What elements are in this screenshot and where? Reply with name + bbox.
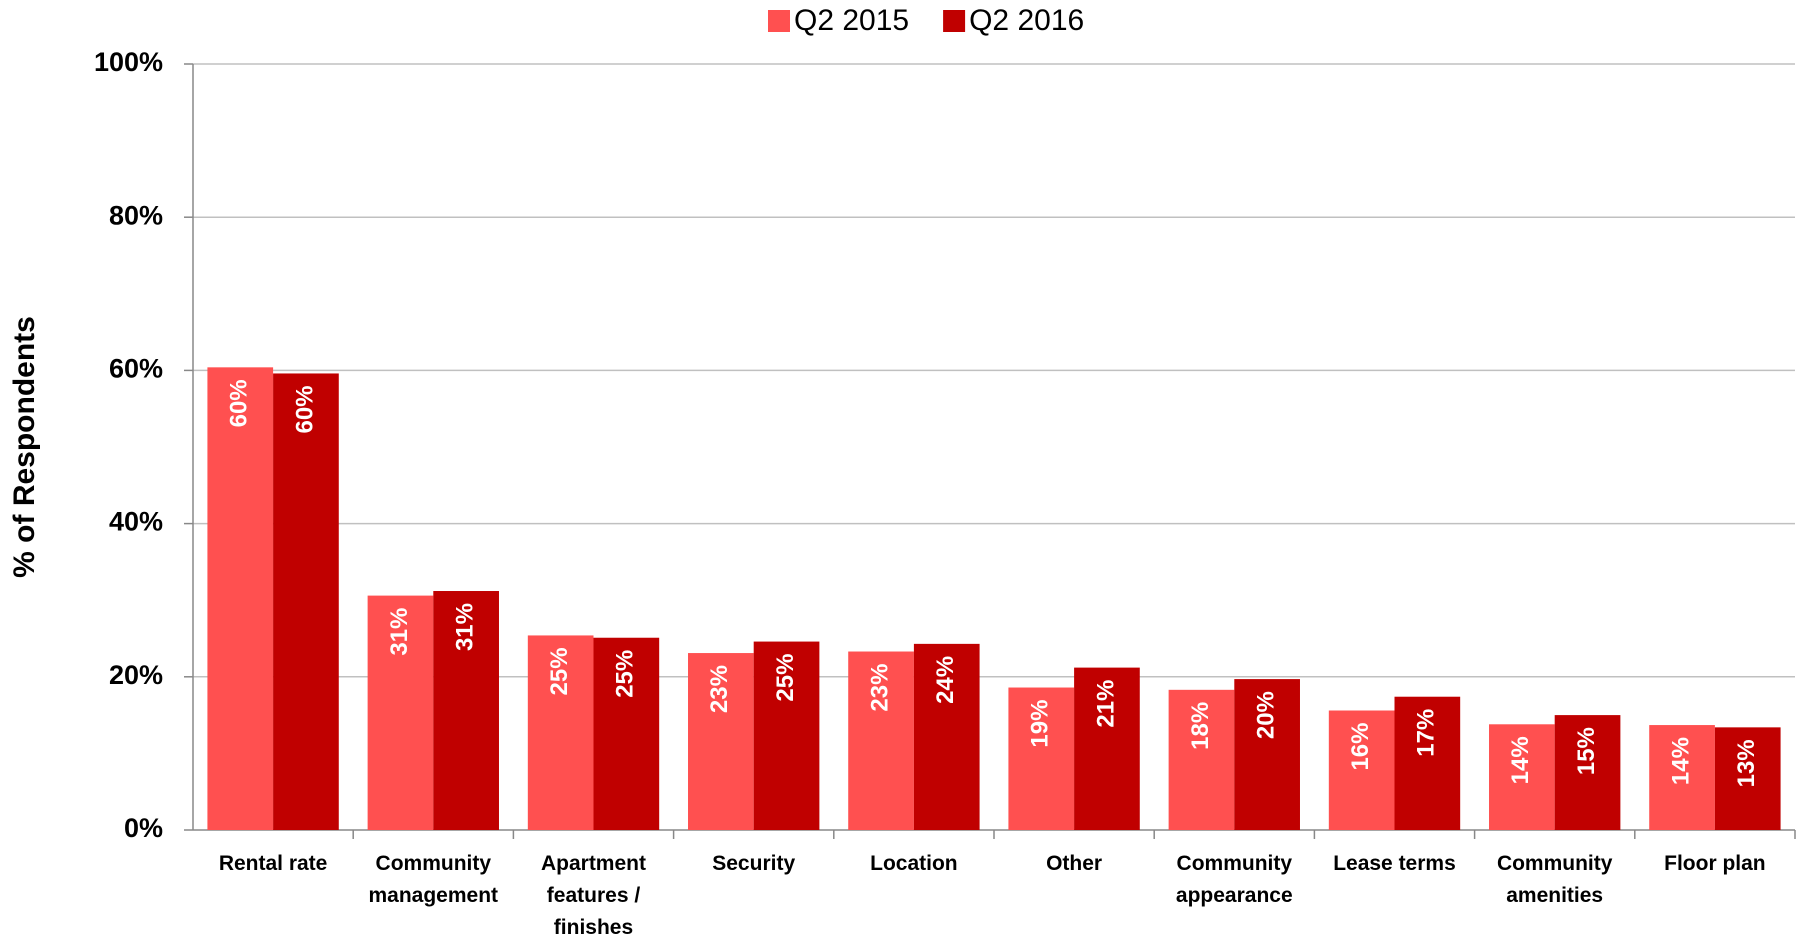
value-label: 14% (1507, 736, 1534, 784)
x-tick-label: Other (1046, 852, 1103, 875)
x-tick-label: Community appearance (1175, 852, 1293, 907)
value-label: 23% (866, 664, 893, 712)
bar (1234, 679, 1300, 830)
value-label: 60% (291, 385, 318, 433)
bar (913, 643, 980, 830)
value-label: 31% (386, 608, 413, 656)
x-tick-label: Rental rate (218, 852, 328, 875)
bar (753, 641, 820, 830)
y-tick-label: 100% (94, 47, 163, 77)
value-label: 25% (546, 647, 573, 695)
x-tick-label: Security (712, 852, 796, 875)
legend-label: Q2 2015 (794, 4, 909, 37)
x-tick-label: Location (870, 852, 958, 875)
value-label: 60% (226, 379, 253, 427)
bar (1554, 715, 1621, 830)
bar (1008, 687, 1075, 830)
value-label: 31% (451, 603, 478, 651)
value-label: 24% (932, 656, 959, 704)
value-label: 25% (612, 650, 639, 698)
value-label: 14% (1667, 737, 1694, 785)
bar (1394, 696, 1461, 830)
bar (527, 635, 594, 830)
bar (1649, 725, 1715, 830)
value-label: 15% (1573, 727, 1600, 775)
bar (1074, 667, 1140, 830)
bar (688, 653, 754, 830)
legend-swatch (768, 10, 790, 32)
value-label: 18% (1187, 702, 1214, 750)
y-tick-label: 20% (109, 660, 163, 690)
y-tick-label: 0% (124, 813, 163, 843)
bar (1168, 689, 1235, 830)
bar (207, 367, 274, 830)
x-tick-label: Apartment features / finishes (540, 852, 646, 939)
value-label: 17% (1413, 709, 1440, 757)
y-axis-title: % of Respondents (8, 316, 41, 578)
bar (593, 637, 660, 830)
legend-label: Q2 2016 (969, 4, 1084, 37)
y-tick-label: 60% (109, 354, 163, 384)
value-label: 23% (706, 665, 733, 713)
value-label: 25% (772, 654, 799, 702)
bar (1714, 727, 1781, 830)
bar (433, 591, 499, 830)
y-tick-label: 80% (109, 200, 163, 230)
bar (848, 651, 914, 830)
value-label: 13% (1733, 739, 1760, 787)
x-tick-label: Floor plan (1664, 852, 1766, 875)
value-label: 19% (1027, 700, 1054, 748)
legend-swatch (943, 10, 966, 32)
bar (1328, 710, 1395, 830)
y-tick-label: 40% (109, 507, 163, 537)
bar (273, 373, 339, 830)
value-label: 16% (1347, 723, 1374, 771)
bar (1489, 724, 1555, 830)
x-tick-label: Community amenities (1496, 852, 1613, 907)
value-label: 20% (1252, 691, 1279, 739)
x-tick-label: Lease terms (1333, 852, 1456, 875)
bar (367, 595, 434, 830)
value-label: 21% (1092, 680, 1119, 728)
x-tick-label: Community management (368, 852, 499, 907)
